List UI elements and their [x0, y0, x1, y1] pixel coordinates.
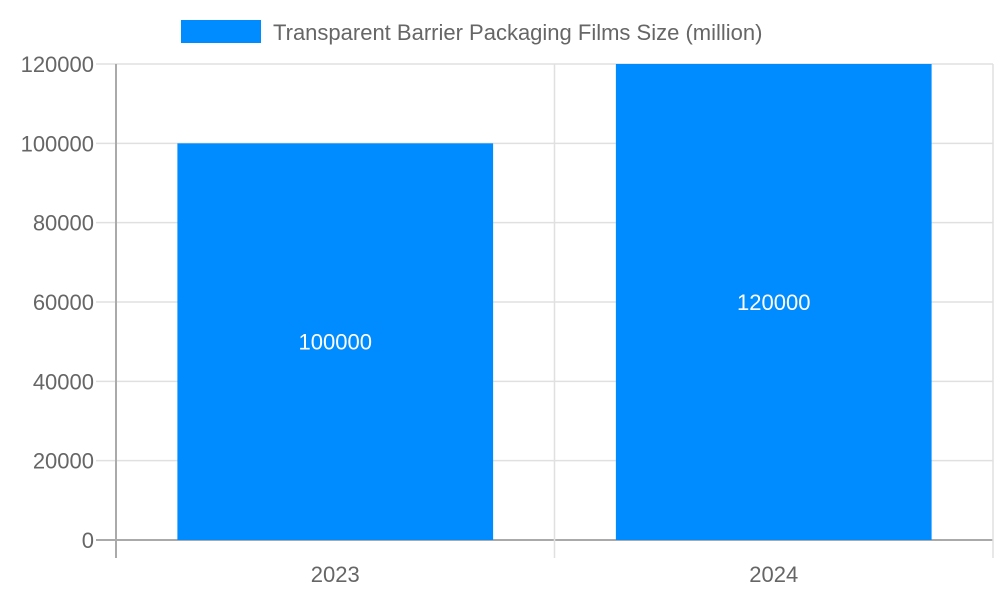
x-tick-label: 2024 [749, 562, 798, 587]
bar [615, 64, 932, 540]
y-tick-label: 20000 [33, 449, 94, 474]
legend[interactable]: Transparent Barrier Packaging Films Size… [181, 20, 762, 45]
x-tick-label: 2023 [311, 562, 360, 587]
bar [177, 143, 494, 541]
y-tick-label: 40000 [33, 369, 94, 394]
legend-swatch [181, 20, 261, 43]
y-tick-label: 0 [82, 528, 94, 553]
data-label: 120000 [737, 290, 810, 315]
legend-label: Transparent Barrier Packaging Films Size… [273, 20, 762, 45]
y-tick-label: 60000 [33, 290, 94, 315]
y-tick-label: 120000 [21, 52, 94, 77]
y-tick-label: 80000 [33, 211, 94, 236]
data-label: 100000 [299, 330, 372, 355]
y-tick-label: 100000 [21, 131, 94, 156]
